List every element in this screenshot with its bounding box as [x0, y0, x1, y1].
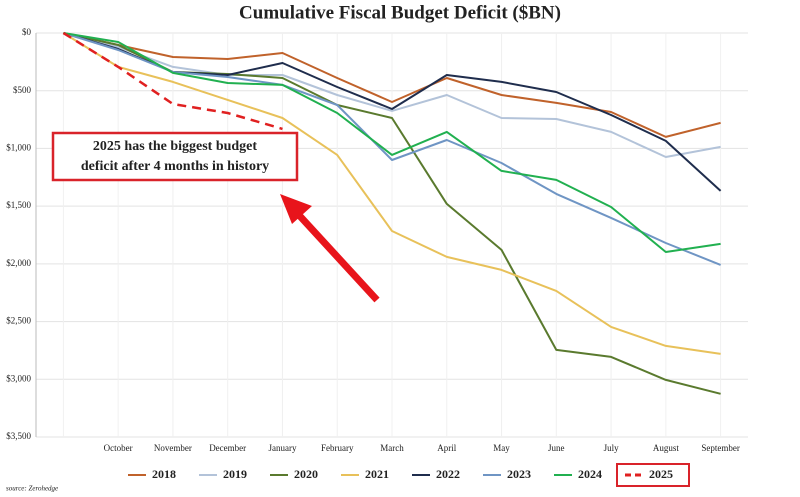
y-tick-label: $0: [22, 27, 32, 37]
y-tick-label: $2,500: [6, 316, 31, 326]
x-tick-label: February: [321, 443, 354, 453]
y-tick-label: $500: [13, 85, 32, 95]
annotation-text: deficit after 4 months in history: [81, 159, 269, 174]
x-tick-label: August: [653, 443, 680, 453]
y-tick-label: $3,500: [6, 431, 31, 441]
x-tick-label: May: [493, 443, 510, 453]
x-tick-label: December: [209, 443, 246, 453]
legend-label: 2025: [649, 467, 673, 481]
y-tick-label: $1,500: [6, 200, 31, 210]
legend-highlight: [616, 463, 690, 487]
chart-title: Cumulative Fiscal Budget Deficit ($BN): [239, 2, 561, 23]
x-tick-label: June: [548, 443, 565, 453]
legend-label: 2020: [294, 467, 318, 481]
y-tick-label: $1,000: [6, 142, 31, 152]
legend: 2018 2019 2020 2021 2022 2023 2024 2025: [128, 463, 690, 487]
annotation-box: [51, 131, 299, 182]
legend-label: 2018: [152, 467, 176, 481]
legend-label: 2021: [365, 467, 389, 481]
y-tick-label: $3,000: [6, 373, 31, 383]
series-line: [62, 32, 721, 355]
legend-label: 2023: [507, 467, 531, 481]
x-tick-label: September: [701, 443, 740, 453]
legend-label: 2024: [578, 467, 602, 481]
series-line: [63, 32, 721, 253]
x-tick-label: July: [604, 443, 620, 453]
x-tick-label: October: [104, 443, 133, 453]
y-tick-label: $2,000: [6, 258, 31, 268]
annotation-text: 2025 has the biggest budget: [93, 139, 257, 154]
arrow-shaft: [295, 211, 380, 303]
x-tick-label: January: [268, 443, 296, 453]
x-tick-label: April: [437, 443, 456, 453]
legend-label: 2019: [223, 467, 247, 481]
series-line: [63, 32, 721, 138]
legend-label: 2022: [436, 467, 460, 481]
x-tick-label: March: [380, 443, 404, 453]
lines: [62, 31, 722, 395]
grid: $0 $500 $1,000 $1,500 $2,000 $2,500 $3,000 $3,5…: [6, 27, 748, 453]
arrow-head: [280, 194, 312, 224]
source: source: Zerohedge: [6, 485, 58, 493]
x-tick-label: November: [154, 443, 192, 453]
series-line: [63, 32, 721, 158]
